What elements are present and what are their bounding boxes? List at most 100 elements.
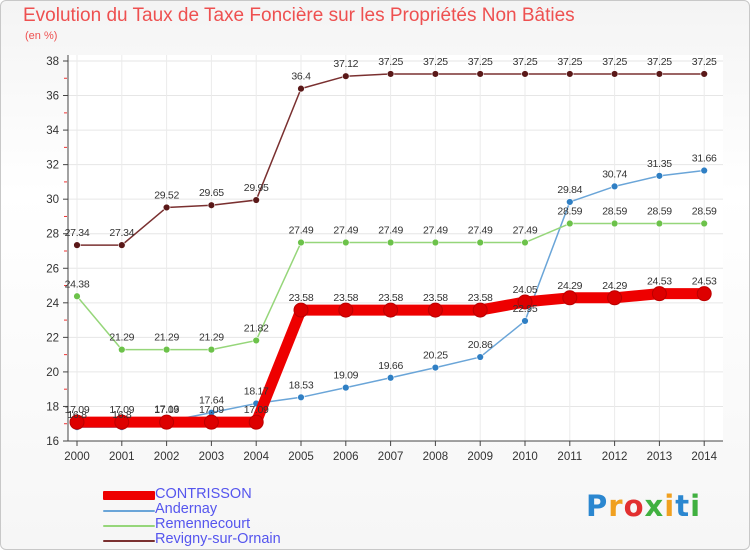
data-label: 31.66 [692, 153, 717, 165]
data-point [342, 238, 350, 247]
data-label: 17.09 [244, 404, 269, 416]
data-point [386, 238, 395, 247]
data-point [655, 219, 664, 228]
y-tick-label: 18 [46, 401, 59, 413]
data-point [162, 203, 171, 212]
data-label: 18.53 [289, 379, 314, 391]
logo-letter: t [675, 489, 691, 523]
x-tick-label: 2003 [199, 451, 225, 463]
data-label: 37.12 [333, 58, 358, 70]
data-label: 37.25 [423, 56, 448, 68]
x-tick-label: 2009 [467, 451, 493, 463]
data-point [159, 414, 175, 430]
data-point [118, 345, 126, 354]
data-point [651, 286, 667, 302]
data-point [610, 182, 619, 191]
data-point [207, 201, 216, 209]
data-label: 20.86 [468, 339, 493, 351]
data-label: 27.34 [65, 227, 90, 239]
data-label: 27.49 [333, 225, 358, 237]
proxiti-logo: Proxiti [586, 489, 701, 523]
data-label: 27.49 [378, 225, 403, 237]
series-contrisson [69, 286, 712, 430]
data-label: 37.25 [647, 56, 672, 68]
data-point [700, 70, 708, 78]
data-label: 20.25 [423, 350, 448, 362]
logo-letter: i [690, 489, 702, 523]
data-point [476, 238, 484, 247]
data-point [386, 374, 395, 382]
data-label: 37.25 [468, 56, 493, 68]
data-point [610, 70, 619, 78]
data-label: 37.25 [513, 56, 538, 68]
data-point [73, 241, 81, 249]
data-label: 27.34 [109, 227, 134, 239]
data-label: 16.8 [67, 409, 87, 421]
logo-letter: r [608, 489, 624, 523]
data-point [521, 238, 529, 247]
y-tick-label: 26 [46, 263, 59, 275]
data-point [162, 345, 171, 354]
y-tick-label: 28 [46, 229, 59, 241]
data-point [383, 302, 399, 318]
y-tick-label: 20 [46, 367, 59, 379]
data-label: 24.53 [647, 276, 672, 288]
data-label: 24.05 [513, 284, 538, 296]
data-label: 29.95 [244, 182, 269, 194]
data-point [203, 414, 219, 430]
data-point [655, 172, 664, 180]
data-point [342, 72, 350, 80]
data-point [293, 302, 309, 318]
data-label: 27.49 [423, 225, 448, 237]
data-label: 16.8 [112, 409, 132, 421]
data-point [431, 238, 440, 247]
data-label: 21.29 [154, 332, 179, 344]
series-remennecourt [73, 219, 708, 354]
x-tick-label: 2002 [154, 451, 180, 463]
data-label: 27.49 [513, 225, 538, 237]
data-point [476, 70, 484, 78]
data-point [696, 286, 712, 302]
data-label: 36.4 [291, 71, 311, 83]
data-point [610, 219, 619, 228]
x-tick-label: 2011 [557, 451, 582, 463]
data-label: 29.84 [557, 184, 582, 196]
data-point [207, 345, 216, 354]
data-label: 23.58 [333, 292, 358, 304]
data-label: 17.13 [154, 403, 179, 415]
data-label: 17.09 [199, 404, 224, 416]
data-label: 23.58 [423, 292, 448, 304]
data-point [655, 70, 664, 78]
x-tick-label: 2013 [647, 451, 673, 463]
y-axis-unit-label: (en %) [25, 30, 58, 42]
data-label: 17.64 [199, 395, 224, 407]
data-label: 24.38 [65, 278, 90, 290]
data-point [472, 302, 488, 318]
data-point [252, 196, 260, 204]
data-point [338, 302, 354, 318]
data-point [297, 84, 305, 93]
data-label: 29.65 [199, 187, 224, 199]
data-label: 37.25 [692, 56, 717, 68]
data-point [386, 70, 395, 78]
data-point [118, 241, 126, 249]
x-tick-label: 2006 [333, 451, 359, 463]
data-point [252, 336, 260, 345]
legend-swatch [103, 525, 155, 527]
y-tick-label: 16 [46, 436, 59, 448]
x-tick-label: 2010 [512, 451, 538, 463]
legend-label: Andernay [155, 501, 218, 517]
y-tick-label: 36 [46, 91, 59, 103]
data-point [114, 414, 130, 430]
x-tick-label: 2001 [109, 451, 135, 463]
data-label: 17.09 [109, 404, 134, 416]
data-label: 17.09 [154, 404, 179, 416]
data-label: 22.95 [513, 303, 538, 315]
y-tick-label: 38 [46, 56, 59, 68]
legend-label: Remennecourt [155, 516, 251, 532]
data-label: 37.25 [557, 56, 582, 68]
data-label: 23.58 [378, 292, 403, 304]
data-point [431, 70, 440, 78]
data-label: 21.29 [199, 332, 224, 344]
